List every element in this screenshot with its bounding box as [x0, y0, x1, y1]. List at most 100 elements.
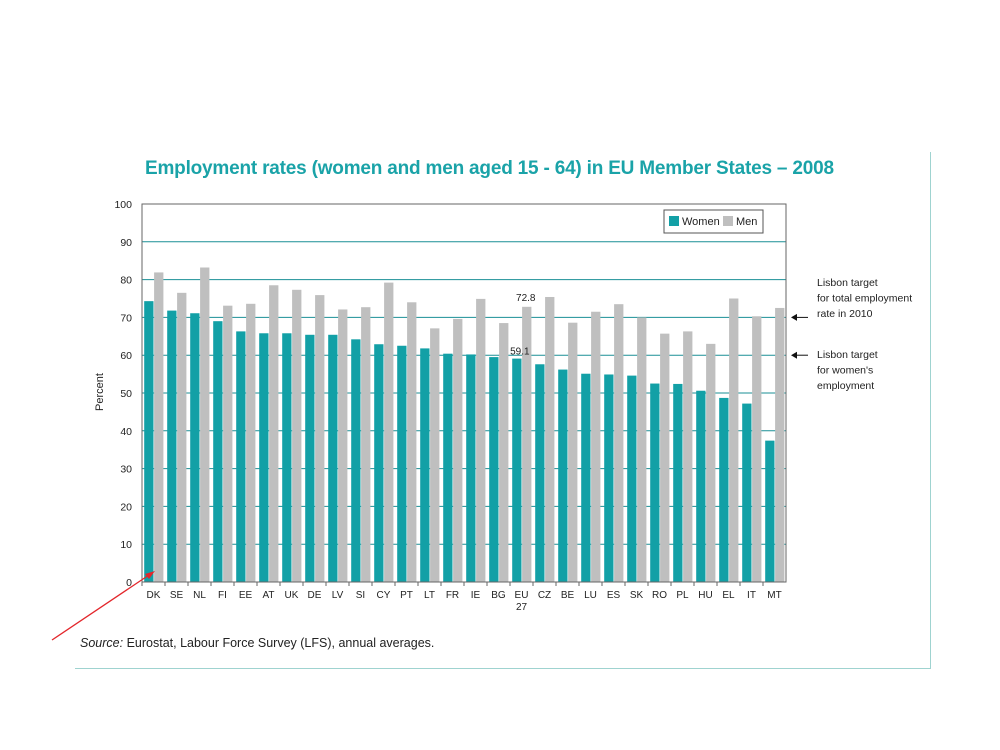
- x-tick-label-7: DE: [308, 590, 322, 601]
- lisbon-note-0-line-1: for total employment: [817, 293, 912, 305]
- x-tick-label-line-15-0: BG: [491, 590, 506, 601]
- lisbon-note-0-line-2: rate in 2010: [817, 308, 873, 320]
- legend-box: [663, 209, 764, 234]
- bar-women-14: [466, 354, 476, 582]
- bar-men-26: [752, 316, 762, 582]
- lisbon-arrowhead-0: [791, 313, 797, 321]
- lisbon-note-1-line-1: for women's: [817, 365, 873, 377]
- bar-men-1: [177, 292, 187, 582]
- x-tick-label-line-9-0: SI: [356, 590, 365, 601]
- x-tick-label-19: LU: [584, 590, 597, 601]
- y-axis-label: Percent: [94, 373, 106, 411]
- x-tick-label-2: NL: [193, 590, 206, 601]
- x-tick-label-line-1-0: SE: [170, 590, 184, 601]
- x-tick-label-line-22-0: RO: [652, 590, 667, 601]
- x-tick-label-line-14-0: IE: [471, 590, 481, 601]
- x-tick-label-20: ES: [607, 590, 621, 601]
- x-tick-label-25: EL: [722, 590, 735, 601]
- bar-men-24: [706, 343, 716, 582]
- source-text: Eurostat, Labour Force Survey (LFS), ann…: [126, 636, 435, 650]
- x-tick-label-6: UK: [285, 590, 299, 601]
- x-tick-label-23: PL: [676, 590, 689, 601]
- x-tick-label-10: CY: [377, 590, 391, 601]
- bar-women-4: [236, 331, 246, 582]
- bar-women-2: [190, 313, 200, 582]
- x-tick-label-line-6-0: UK: [285, 590, 299, 601]
- x-tick-label-22: RO: [652, 590, 667, 601]
- x-tick-label-16: EU 27: [515, 590, 529, 613]
- bar-men-13: [453, 318, 463, 582]
- lisbon-arrowhead-1: [791, 351, 797, 359]
- bar-men-25: [729, 298, 739, 582]
- bar-women-12: [420, 348, 430, 582]
- bar-women-16: [512, 358, 522, 582]
- y-tick-label-70: 70: [120, 312, 132, 324]
- bar-women-18: [558, 369, 568, 582]
- x-tick-label-line-24-0: HU: [698, 590, 712, 601]
- bar-men-7: [315, 295, 325, 582]
- x-tick-label-line-2-0: NL: [193, 590, 206, 601]
- lisbon-note-1-line-0: Lisbon target: [817, 349, 878, 361]
- y-tick-label-80: 80: [120, 275, 132, 287]
- y-tick-label-90: 90: [120, 237, 132, 249]
- data-label-eu27-women: 59.1: [510, 347, 530, 358]
- x-tick-label-14: IE: [471, 590, 481, 601]
- bar-men-0: [154, 272, 164, 582]
- x-tick-label-21: SK: [630, 590, 644, 601]
- bar-women-11: [397, 345, 407, 582]
- bar-women-9: [351, 339, 361, 582]
- legend-swatch-women: [669, 216, 679, 226]
- x-tick-label-line-5-0: AT: [262, 590, 274, 601]
- bar-women-19: [581, 373, 591, 582]
- y-tick-label-50: 50: [120, 388, 132, 400]
- x-tick-label-0: DK: [147, 590, 161, 601]
- bar-men-23: [683, 331, 693, 582]
- bar-men-8: [338, 309, 348, 582]
- bar-men-11: [407, 302, 417, 582]
- x-tick-label-18: BE: [561, 590, 575, 601]
- bar-men-3: [223, 305, 233, 582]
- bar-women-8: [328, 334, 338, 582]
- x-tick-label-line-23-0: PL: [676, 590, 689, 601]
- annotations: 72.8 59.1 Lisbon target for total employmen…: [510, 277, 912, 392]
- bar-women-27: [765, 440, 775, 582]
- bar-women-20: [604, 374, 614, 582]
- bar-men-4: [246, 303, 256, 582]
- y-axis-ticks: 0 10 20 30 40 50 60 70 80 90 100: [114, 199, 132, 589]
- plot-border: [141, 203, 787, 583]
- x-tick-label-line-18-0: BE: [561, 590, 575, 601]
- bar-men-2: [200, 267, 210, 582]
- lisbon-note-1-line-2: employment: [817, 380, 874, 392]
- bar-women-10: [374, 344, 384, 582]
- bar-men-9: [361, 307, 371, 582]
- x-tick-label-line-0-0: DK: [147, 590, 161, 601]
- x-tick-label-5: AT: [262, 590, 274, 601]
- bar-men-14: [476, 298, 486, 582]
- bar-men-27: [775, 307, 785, 582]
- x-tick-label-line-26-0: IT: [747, 590, 756, 601]
- x-tick-label-line-25-0: EL: [722, 590, 735, 601]
- bar-men-5: [269, 285, 279, 582]
- lisbon-note-0-line-0: Lisbon target: [817, 277, 878, 289]
- bar-women-6: [282, 333, 292, 582]
- x-tick-label-line-16-0: EU: [515, 590, 529, 601]
- x-tick-label-line-10-0: CY: [377, 590, 391, 601]
- x-tick-label-line-8-0: LV: [332, 590, 344, 601]
- source-note: Source: Eurostat, Labour Force Survey (L…: [80, 636, 434, 650]
- x-tick-label-line-11-0: PT: [400, 590, 413, 601]
- bar-women-13: [443, 353, 453, 582]
- bar-women-1: [167, 310, 177, 582]
- bar-women-24: [696, 390, 706, 582]
- x-axis-ticks: DK SE NL FI EE AT UK DE LV SI CY PT LT FR IE BG EU 27 CZ BE…: [141, 582, 782, 613]
- x-tick-label-line-27-0: MT: [767, 590, 781, 601]
- bar-women-7: [305, 334, 315, 582]
- x-tick-label-1: SE: [170, 590, 184, 601]
- bar-women-25: [719, 397, 729, 582]
- bar-men-18: [568, 322, 578, 582]
- y-tick-label-100: 100: [114, 199, 132, 211]
- x-tick-label-line-12-0: LT: [424, 590, 435, 601]
- bar-women-3: [213, 321, 223, 582]
- x-tick-label-24: HU: [698, 590, 712, 601]
- chart-title: Employment rates (women and men aged 15 …: [145, 158, 834, 179]
